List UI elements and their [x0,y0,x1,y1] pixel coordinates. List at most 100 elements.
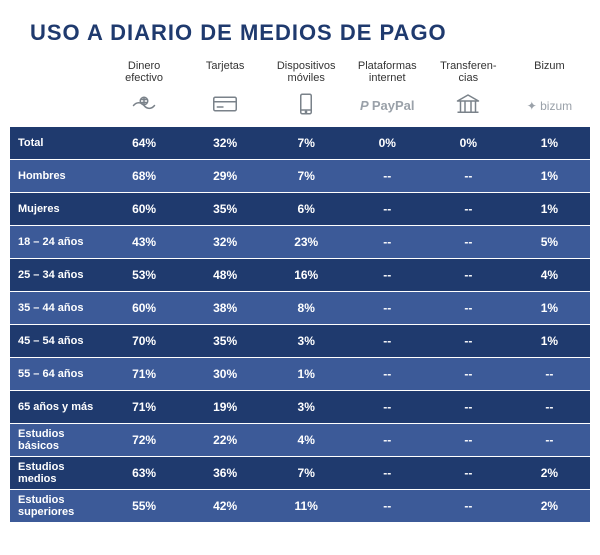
cell-value: 3% [266,391,347,424]
payment-table: Dinero efectivo Tarjetas Dispositivos mó… [10,60,590,523]
col-header: Plataformas internet [347,60,428,88]
cell-value: 22% [185,424,266,457]
row-label: Estudios superiores [10,490,104,523]
cell-value: -- [428,457,509,490]
cell-value: -- [347,457,428,490]
cell-value: 64% [104,127,185,160]
cell-value: 60% [104,193,185,226]
cell-value: 7% [266,127,347,160]
row-label: 25 – 34 años [10,259,104,292]
mobile-icon [266,88,347,127]
cell-value: 0% [347,127,428,160]
header-labels-row: Dinero efectivo Tarjetas Dispositivos mó… [10,60,590,88]
cell-value: 35% [185,193,266,226]
cell-value: -- [428,160,509,193]
row-label: 35 – 44 años [10,292,104,325]
cell-value: 32% [185,226,266,259]
col-header: Transferen-cias [428,60,509,88]
cell-value: 2% [509,490,590,523]
cell-value: 68% [104,160,185,193]
cell-value: -- [509,358,590,391]
cell-value: 3% [266,325,347,358]
cash-icon [104,88,185,127]
row-label: 65 años y más [10,391,104,424]
cell-value: -- [509,424,590,457]
cell-value: 48% [185,259,266,292]
cell-value: 0% [428,127,509,160]
table-row: Total64%32%7%0%0%1% [10,127,590,160]
cell-value: 30% [185,358,266,391]
cell-value: -- [428,292,509,325]
cell-value: 4% [509,259,590,292]
cell-value: -- [347,193,428,226]
cell-value: -- [428,490,509,523]
row-label: Hombres [10,160,104,193]
cell-value: 53% [104,259,185,292]
cell-value: 60% [104,292,185,325]
col-header: Dinero efectivo [104,60,185,88]
cell-value: 71% [104,358,185,391]
cell-value: 7% [266,160,347,193]
row-label: Estudios medios [10,457,104,490]
table-row: Mujeres60%35%6%----1% [10,193,590,226]
cell-value: -- [347,292,428,325]
row-label: 55 – 64 años [10,358,104,391]
table-row: Estudios medios63%36%7%----2% [10,457,590,490]
cell-value: 6% [266,193,347,226]
col-header: Dispositivos móviles [266,60,347,88]
row-label: 18 – 24 años [10,226,104,259]
cell-value: 16% [266,259,347,292]
row-label: Mujeres [10,193,104,226]
row-label: Total [10,127,104,160]
cell-value: -- [428,424,509,457]
page-title: USO A DIARIO DE MEDIOS DE PAGO [30,20,590,46]
col-header: Tarjetas [185,60,266,88]
cell-value: 43% [104,226,185,259]
cell-value: 1% [266,358,347,391]
card-icon [185,88,266,127]
cell-value: 38% [185,292,266,325]
bank-icon [428,88,509,127]
cell-value: -- [347,259,428,292]
cell-value: 8% [266,292,347,325]
cell-value: 1% [509,193,590,226]
table-row: Estudios básicos72%22%4%------ [10,424,590,457]
cell-value: 7% [266,457,347,490]
cell-value: 1% [509,292,590,325]
bizum-icon: ✦ bizum [509,88,590,127]
cell-value: 32% [185,127,266,160]
cell-value: 4% [266,424,347,457]
cell-value: 19% [185,391,266,424]
cell-value: -- [428,325,509,358]
cell-value: -- [509,391,590,424]
cell-value: 1% [509,325,590,358]
col-header: Bizum [509,60,590,88]
cell-value: -- [347,226,428,259]
cell-value: 23% [266,226,347,259]
cell-value: 72% [104,424,185,457]
cell-value: -- [347,358,428,391]
cell-value: -- [428,226,509,259]
row-label: Estudios básicos [10,424,104,457]
cell-value: 63% [104,457,185,490]
cell-value: 42% [185,490,266,523]
cell-value: -- [428,391,509,424]
table-row: 55 – 64 años71%30%1%------ [10,358,590,391]
cell-value: 71% [104,391,185,424]
table-row: 35 – 44 años60%38%8%----1% [10,292,590,325]
cell-value: 55% [104,490,185,523]
table-row: 65 años y más71%19%3%------ [10,391,590,424]
cell-value: 35% [185,325,266,358]
cell-value: -- [428,358,509,391]
cell-value: 5% [509,226,590,259]
table-row: Estudios superiores55%42%11%----2% [10,490,590,523]
table-row: 45 – 54 años70%35%3%----1% [10,325,590,358]
row-label: 45 – 54 años [10,325,104,358]
cell-value: 1% [509,160,590,193]
cell-value: -- [347,160,428,193]
cell-value: -- [347,490,428,523]
cell-value: 29% [185,160,266,193]
table-row: 18 – 24 años43%32%23%----5% [10,226,590,259]
header-icons-row: P PayPal ✦ bizum [10,88,590,127]
table-row: 25 – 34 años53%48%16%----4% [10,259,590,292]
